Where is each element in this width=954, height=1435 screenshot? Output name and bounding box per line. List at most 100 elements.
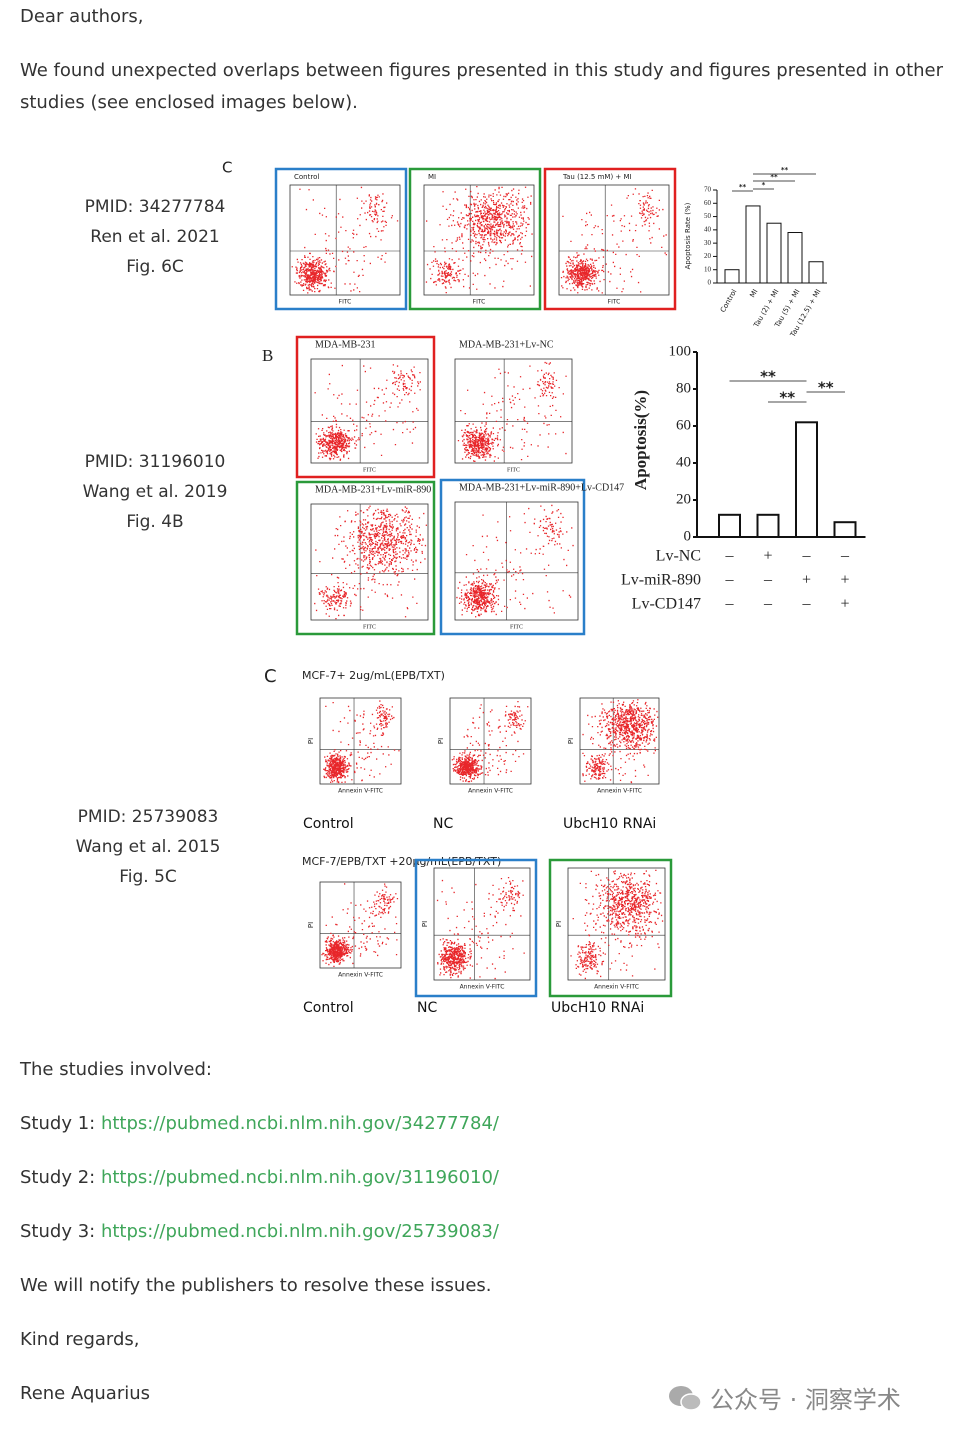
signature: Rene Aquarius [20, 1383, 151, 1404]
figure-citation: Wang et al. 2019 [83, 482, 228, 502]
axis-label: PI [307, 738, 315, 744]
studies-heading: The studies involved: [20, 1059, 212, 1080]
plot-frame [567, 867, 666, 981]
scatter-dots [323, 700, 400, 784]
y-tick-label: 60 [676, 417, 691, 433]
plot-frame [454, 358, 573, 464]
condition-sign: + [840, 572, 849, 589]
highlight-border [543, 167, 677, 311]
plot-title: Tau (12.5 mM) + MI [562, 173, 632, 181]
y-tick-label: 40 [676, 454, 691, 470]
plot-frame [319, 697, 402, 785]
row-title: MCF-7+ 2ug/mL(EPB/TXT) [302, 669, 445, 682]
highlight-border [548, 858, 673, 998]
plot-frame [454, 501, 579, 621]
axis-label: Annexin V-FITC [594, 984, 639, 991]
panel-label: C [264, 666, 277, 687]
axis-label: FITC [339, 299, 352, 306]
plot-title: MDA-MB-231+Lv-miR-890 [315, 484, 431, 495]
y-tick-label: 20 [704, 252, 712, 260]
condition-sign: – [725, 548, 735, 565]
axis-label: Annexin V-FITC [460, 984, 505, 991]
y-tick-label: 50 [704, 212, 712, 220]
scatter-dots [314, 364, 421, 461]
highlight-border [408, 167, 542, 311]
scatter-dots [582, 699, 659, 784]
axis-label: Annexin V-FITC [468, 788, 513, 795]
y-tick-label: 100 [669, 343, 692, 359]
figure-citation: Ren et al. 2021 [90, 227, 219, 247]
bar [745, 205, 761, 284]
condition-sign: – [802, 596, 812, 613]
significance-label: ** [760, 368, 776, 386]
study-label: Study 2: [20, 1167, 96, 1188]
axis-label: PI [421, 921, 429, 927]
closing: Kind regards, [20, 1329, 140, 1350]
highlight-border [295, 335, 436, 479]
plot-frame [579, 697, 660, 785]
condition-sign: – [763, 596, 773, 613]
axis-label: PI [437, 738, 445, 744]
plot-frame [449, 697, 532, 785]
figure-fig: Fig. 5C [119, 867, 177, 887]
y-tick-label: 80 [676, 380, 691, 396]
bar [833, 521, 857, 539]
axis-label: Annexin V-FITC [338, 972, 383, 979]
x-tick-label: Control [719, 288, 739, 314]
condition-sign: – [840, 548, 850, 565]
watermark: 公众号 · 洞察学术 [668, 1380, 901, 1415]
notify: We will notify the publishers to resolve… [20, 1275, 492, 1296]
bar [718, 513, 741, 538]
figure-fig: Fig. 6C [126, 257, 184, 277]
plot-frame [310, 358, 429, 464]
condition-sign: – [725, 596, 735, 613]
scatter-dots [570, 869, 664, 980]
y-tick-label: 70 [704, 186, 712, 194]
plot-title: MI [428, 173, 436, 181]
condition-label: Lv-NC [656, 548, 701, 565]
y-tick-label: 0 [684, 528, 692, 544]
highlight-border [295, 480, 436, 636]
y-tick-label: 10 [704, 265, 712, 273]
study: Study 3: https://pubmed.ncbi.nlm.nih.gov… [20, 1216, 499, 1248]
y-tick-label: 40 [704, 225, 712, 233]
y-tick-label: 30 [704, 239, 712, 247]
plot-frame [558, 184, 670, 296]
plot-name: UbcH10 RNAi [563, 816, 656, 832]
y-tick-label: 20 [676, 491, 691, 507]
significance-label: ** [739, 183, 747, 191]
y-tick-label: 0 [708, 279, 712, 287]
wechat-icon [669, 1385, 702, 1411]
scatter-dots [436, 877, 525, 980]
condition-sign: + [763, 548, 772, 565]
scatter-dots [456, 504, 574, 618]
scatter-dots [425, 186, 533, 294]
plot-title: MDA-MB-231 [315, 339, 376, 350]
scatter-dots [291, 186, 399, 294]
greeting: Dear authors, [20, 6, 144, 27]
row-title: MCF-7/EPB/TXT +20μg/mL(EPB/TXT) [302, 855, 501, 868]
y-axis-label: Apoptosis(%) [631, 390, 650, 490]
plot-frame [310, 503, 429, 621]
study-link[interactable]: https://pubmed.ncbi.nlm.nih.gov/25739083… [100, 1221, 499, 1242]
figure-citation: Wang et al. 2015 [76, 837, 221, 857]
condition-sign: – [725, 572, 735, 589]
highlight-border [414, 858, 538, 998]
intro-line: We found unexpected overlaps between fig… [20, 60, 944, 81]
axis-label: FITC [608, 299, 621, 306]
figure-composite: PMID: 34277784 Ren et al. 2021 Fig. 6C C Con… [76, 159, 866, 1016]
study-link[interactable]: https://pubmed.ncbi.nlm.nih.gov/34277784… [100, 1113, 499, 1134]
figure-pmid: PMID: 31196010 [85, 452, 226, 472]
watermark-text: 公众号 · 洞察学术 [710, 1386, 901, 1414]
bar [787, 232, 803, 284]
study-link[interactable]: https://pubmed.ncbi.nlm.nih.gov/31196010… [100, 1167, 499, 1188]
plot-name: NC [417, 1000, 437, 1016]
bar [724, 269, 740, 284]
axis-label: FITC [363, 624, 376, 630]
axis-label: Annexin V-FITC [338, 788, 383, 795]
axis-label: PI [307, 922, 315, 928]
highlight-border [274, 167, 408, 311]
condition-sign: + [802, 572, 811, 589]
y-tick-label: 60 [704, 199, 712, 207]
